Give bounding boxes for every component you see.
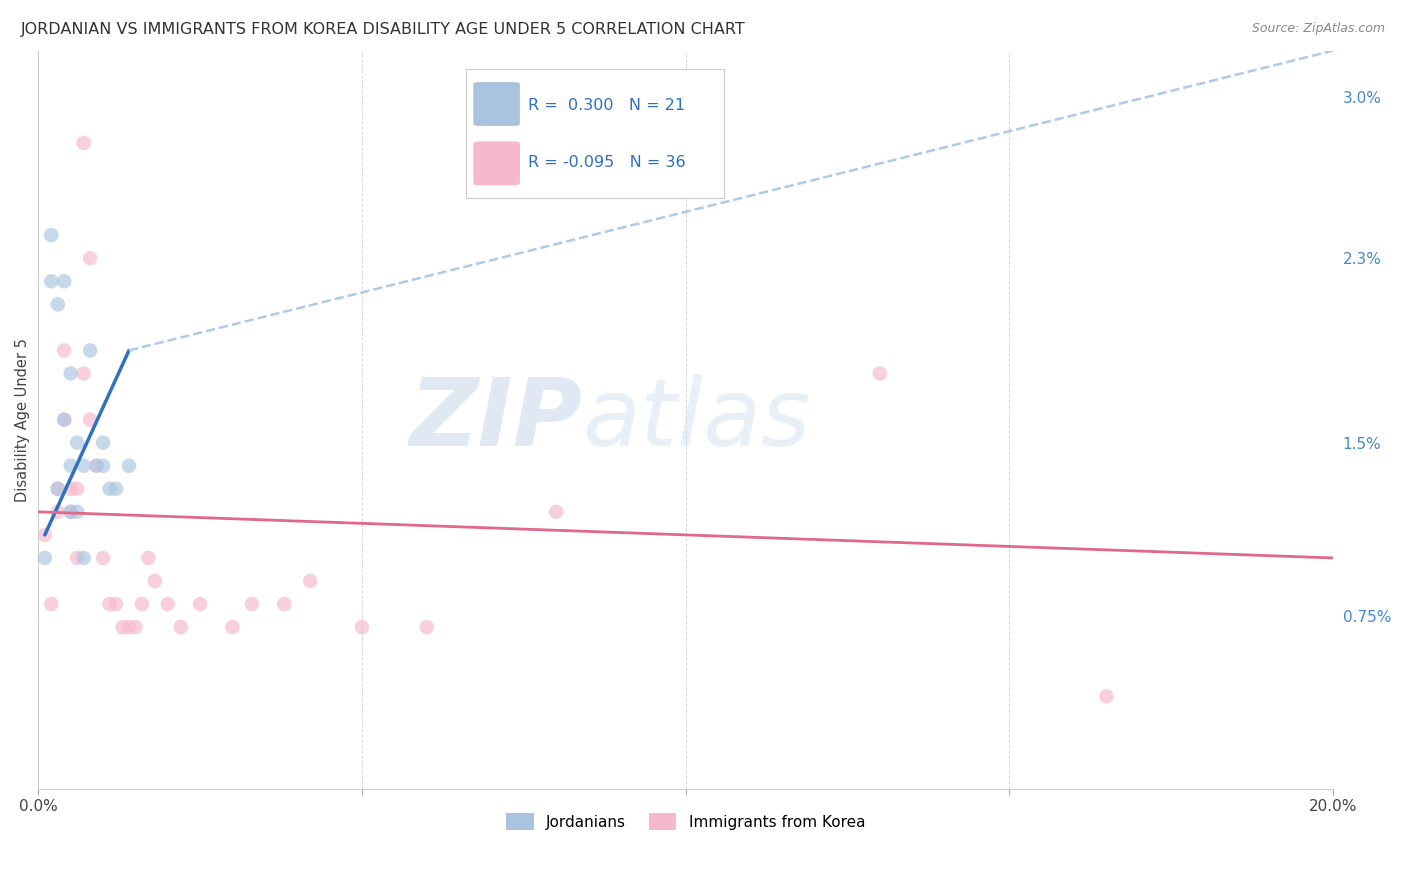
Point [39,228,62,243]
Point [66,435,89,450]
Point [156,597,179,611]
Point [118,620,141,634]
Point [66,551,89,566]
Point [72,367,94,381]
Point [124,620,146,634]
Text: JORDANIAN VS IMMIGRANTS FROM KOREA DISABILITY AGE UNDER 5 CORRELATION CHART: JORDANIAN VS IMMIGRANTS FROM KOREA DISAB… [21,22,745,37]
Text: Source: ZipAtlas.com: Source: ZipAtlas.com [1251,22,1385,36]
Point [79,343,101,358]
Point [188,597,211,611]
Point [91,458,114,473]
Point [46,482,69,496]
Point [105,482,128,496]
Point [53,343,76,358]
Point [221,620,243,634]
Point [34,528,56,542]
Point [46,505,69,519]
Text: atlas: atlas [582,374,810,465]
Point [273,597,295,611]
Point [59,505,82,519]
Point [138,551,160,566]
Text: ZIP: ZIP [409,374,582,466]
Point [53,274,76,288]
Point [72,551,94,566]
Point [86,458,108,473]
Point [72,136,94,150]
Point [59,505,82,519]
Point [98,482,121,496]
Point [299,574,322,588]
Legend: Jordanians, Immigrants from Korea: Jordanians, Immigrants from Korea [501,807,872,836]
Point [39,274,62,288]
Point [91,551,114,566]
Point [170,620,193,634]
Point [59,367,82,381]
Point [79,412,101,426]
Point [66,505,89,519]
Point [111,620,134,634]
Point [59,458,82,473]
Point [59,482,82,496]
Point [79,251,101,265]
Point [66,482,89,496]
Point [72,458,94,473]
Point [53,412,76,426]
Point [131,597,153,611]
Y-axis label: Disability Age Under 5: Disability Age Under 5 [15,338,30,501]
Point [46,297,69,311]
Point [546,505,568,519]
Point [34,551,56,566]
Point [1095,690,1118,704]
Point [415,620,437,634]
Point [105,597,128,611]
Point [53,412,76,426]
Point [91,435,114,450]
Point [240,597,263,611]
Point [143,574,166,588]
Point [86,458,108,473]
Point [46,482,69,496]
Point [118,458,141,473]
Point [869,367,891,381]
Point [39,597,62,611]
Point [350,620,373,634]
Point [98,597,121,611]
